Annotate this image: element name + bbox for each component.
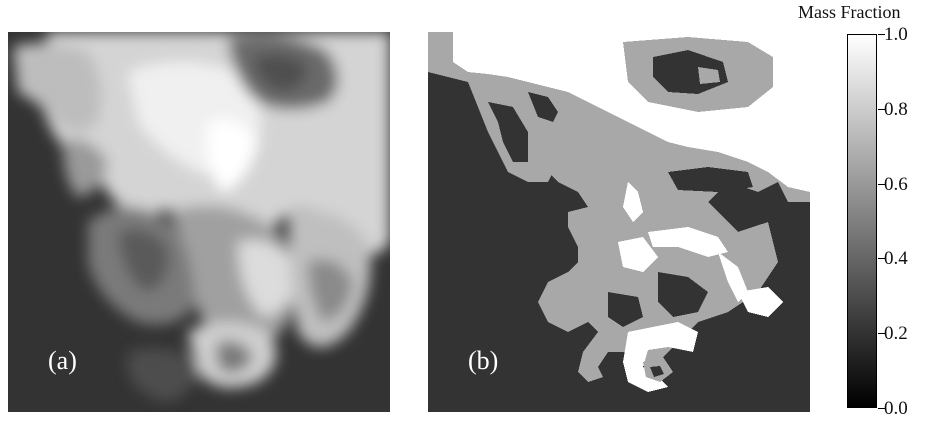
colorbar-tick — [878, 34, 885, 35]
colorbar-tick — [878, 333, 885, 334]
colorbar-tick-label: 0.6 — [884, 174, 908, 195]
panel-a-smooth-field: (a) — [8, 32, 390, 412]
colorbar-tick-label: 0.2 — [884, 323, 908, 344]
colorbar-tick — [878, 184, 885, 185]
colorbar-tick — [878, 408, 885, 409]
panel-b-thresholded-field: (b) — [428, 32, 810, 412]
panel-b-label: (b) — [468, 346, 499, 375]
colorbar-tick-label: 0.8 — [884, 99, 908, 120]
colorbar-tick — [878, 258, 885, 259]
colorbar-tick — [878, 109, 885, 110]
panel-b-image — [428, 32, 810, 412]
panel-a-image — [8, 32, 390, 412]
colorbar-title: Mass Fraction — [798, 2, 901, 22]
colorbar-tick-label: 0.0 — [884, 398, 908, 419]
colorbar — [847, 34, 877, 408]
panel-a-label: (a) — [48, 346, 77, 375]
colorbar-tick-label: 1.0 — [884, 24, 908, 45]
colorbar-tick-label: 0.4 — [884, 248, 908, 269]
